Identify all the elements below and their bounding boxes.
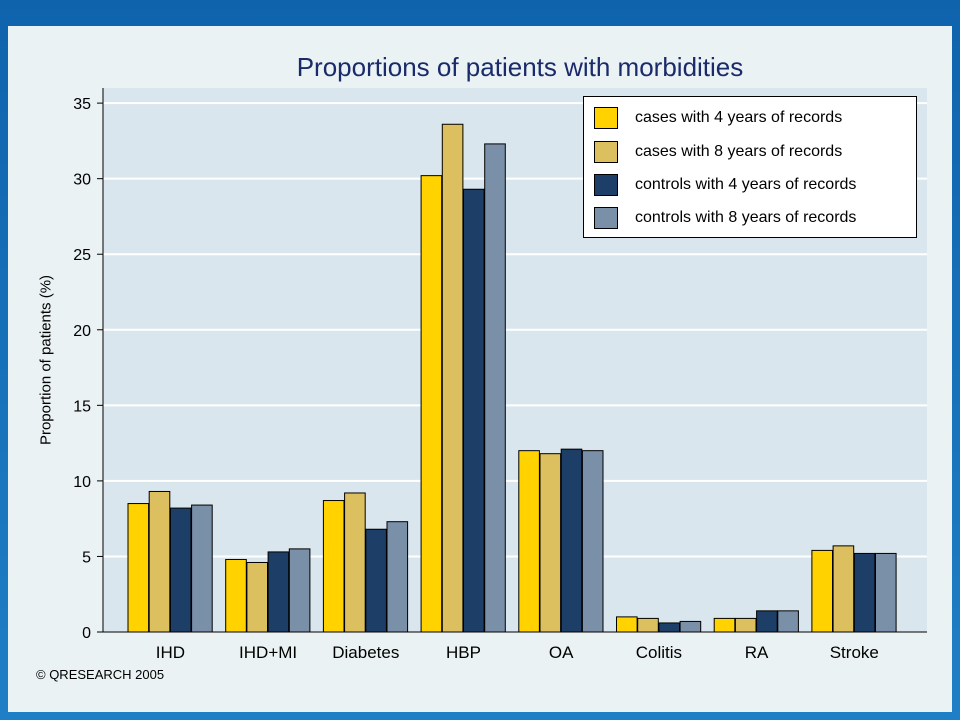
bar (127, 503, 150, 633)
bar (420, 175, 443, 633)
legend-swatch-series-1 (594, 107, 618, 129)
x-tick-label: IHD+MI (239, 643, 297, 662)
bar (225, 558, 247, 633)
bar (637, 617, 659, 633)
bar (875, 552, 897, 633)
bar (246, 561, 268, 633)
y-tick-label: 35 (73, 96, 91, 113)
bar (191, 504, 213, 633)
y-axis-label: Proportion of patients (%) (37, 274, 55, 446)
legend-swatch-series-2 (594, 141, 618, 163)
bar (463, 188, 485, 633)
legend: cases with 4 years of records cases with… (583, 96, 917, 238)
bar (658, 622, 681, 633)
bar (811, 549, 834, 633)
legend-label-series-1: cases with 4 years of records (635, 109, 843, 126)
bar (853, 552, 876, 633)
y-tick-label: 0 (82, 625, 91, 642)
x-tick-label: RA (745, 643, 769, 662)
legend-label-series-3: controls with 4 years of records (635, 176, 857, 193)
bar (441, 123, 464, 633)
bar (322, 500, 345, 633)
legend-item-series-1: cases with 4 years of records (594, 105, 842, 131)
y-tick-label: 5 (82, 549, 91, 566)
bar (539, 453, 562, 633)
x-tick-label: IHD (156, 643, 185, 662)
x-tick-label: OA (549, 643, 574, 662)
legend-item-series-2: cases with 8 years of records (594, 139, 842, 165)
y-tick-label: 25 (73, 247, 91, 264)
copyright-notice: © QRESEARCH 2005 (36, 667, 165, 682)
legend-item-series-4: controls with 8 years of records (594, 205, 856, 231)
bar (518, 450, 540, 633)
bar (616, 616, 638, 633)
bar (560, 448, 583, 633)
bar (581, 450, 604, 633)
legend-swatch-series-4 (594, 207, 618, 229)
bar (756, 610, 778, 633)
y-tick-label: 30 (73, 172, 91, 189)
x-tick-label: Diabetes (332, 643, 399, 662)
y-tick-label: 10 (73, 474, 91, 491)
bar (832, 545, 855, 633)
bar (267, 551, 290, 633)
bar (148, 490, 171, 633)
x-tick-label: Colitis (636, 643, 682, 662)
legend-label-series-2: cases with 8 years of records (635, 143, 843, 160)
x-tick-label: HBP (446, 643, 481, 662)
y-tick-label: 15 (73, 398, 91, 415)
legend-label-series-4: controls with 8 years of records (635, 209, 857, 226)
y-tick-label: 20 (73, 323, 91, 340)
bar (777, 610, 799, 633)
bar (679, 620, 702, 633)
bar (484, 143, 506, 633)
x-tick-label: Stroke (830, 643, 879, 662)
bar (344, 492, 366, 633)
bar (169, 507, 192, 633)
chart-title: Proportions of patients with morbidities (296, 52, 744, 82)
legend-item-series-3: controls with 4 years of records (594, 172, 856, 198)
bar (288, 548, 311, 633)
bar (734, 617, 757, 633)
bar (713, 617, 736, 633)
bar (365, 528, 387, 633)
bar (386, 521, 409, 633)
legend-swatch-series-3 (594, 174, 618, 196)
